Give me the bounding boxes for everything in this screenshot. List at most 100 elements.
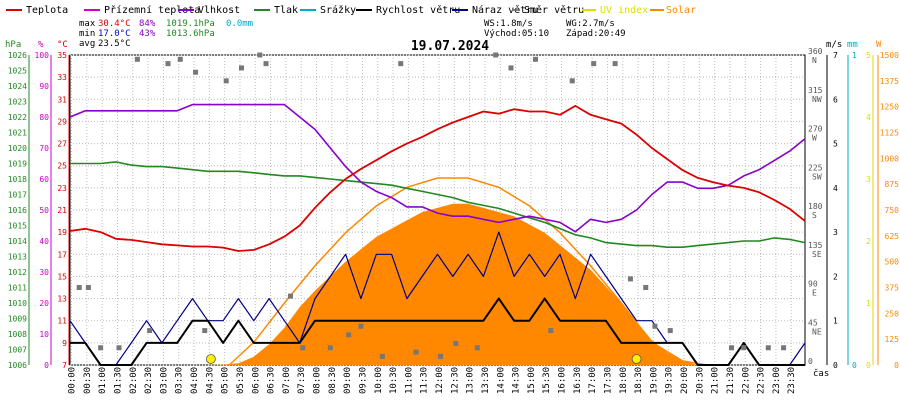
x-tick-label: 02:30 <box>144 367 154 394</box>
wind-direction-point <box>781 345 787 351</box>
series-layer <box>69 52 806 366</box>
stats-rain: 0.0mm <box>226 19 253 29</box>
tick-compass: NW <box>812 95 822 104</box>
wind-direction-point <box>202 328 208 334</box>
tick-celsius: 17 <box>57 250 67 259</box>
tick-wm2: 125 <box>885 335 900 344</box>
series-solar-theoretical <box>228 177 708 366</box>
tick-uv: 5 <box>866 51 871 60</box>
tick-hpa: 1020 <box>8 144 27 153</box>
legend-item-solar: Solar <box>650 5 696 16</box>
tick-wm2: 1500 <box>880 51 899 60</box>
unit-wm2: W <box>876 40 882 50</box>
tick-mm: 0 <box>852 361 857 370</box>
x-tick-label: 01:00 <box>98 367 108 394</box>
wind-direction-point <box>765 345 771 351</box>
x-tick-label: 15:30 <box>542 367 552 394</box>
tick-celsius: 9 <box>62 339 67 348</box>
wind-direction-point <box>612 61 618 67</box>
tick-hpa: 1011 <box>8 284 27 293</box>
tick-hpa: 1010 <box>8 299 27 308</box>
wind-direction-point <box>667 328 673 334</box>
tick-direction: 225 <box>808 163 823 172</box>
x-tick-label: 22:30 <box>757 367 767 394</box>
tick-direction: 315 <box>808 86 823 95</box>
tick-wm2: 1250 <box>880 103 899 112</box>
stats-block: max 30.4°C 84% 1019.1hPa 0.0mm min 17.0°… <box>79 19 626 49</box>
wind-direction-point <box>76 285 82 290</box>
series-temperature <box>69 105 806 252</box>
tick-celsius: 13 <box>57 295 67 304</box>
tick-wm2: 250 <box>885 309 900 318</box>
tick-percent: 60 <box>39 175 49 184</box>
tick-mm: 1 <box>852 51 857 60</box>
x-tick-label: 19:30 <box>665 367 675 394</box>
tick-celsius: 33 <box>57 73 67 82</box>
x-tick-label: 21:00 <box>711 367 721 394</box>
wind-direction-point <box>147 328 153 334</box>
wind-direction-point <box>548 328 554 334</box>
legend-item-prizemni-teplota: Přízemní teplota <box>84 4 200 16</box>
legend-label-vlhkost: Vlhkost <box>198 5 240 16</box>
x-tick-label: 05:30 <box>236 367 246 394</box>
x-tick-label: 20:00 <box>680 367 690 394</box>
tick-percent: 10 <box>39 330 49 339</box>
legend-item-vlhkost: Vlhkost <box>178 5 240 16</box>
unit-celsius: °C <box>57 40 68 50</box>
unit-mm: mm <box>847 40 858 50</box>
tick-compass: SW <box>812 172 822 181</box>
tick-celsius: 25 <box>57 162 67 171</box>
x-tick-label: 00:00 <box>68 367 78 394</box>
tick-wm2: 1000 <box>880 154 899 163</box>
legend-label-uv-index: UV index <box>600 5 648 16</box>
x-tick-label: 08:00 <box>313 367 323 394</box>
wind-direction-point <box>398 61 404 67</box>
tick-ms: 1 <box>833 317 838 326</box>
x-tick-label: 15:00 <box>527 367 537 394</box>
legend-item-srazky: Srážky <box>300 4 356 16</box>
unit-percent: % <box>38 40 44 50</box>
x-tick-label: 16:00 <box>558 367 568 394</box>
stats-min-label: min <box>79 29 95 39</box>
tick-percent: 70 <box>39 144 49 153</box>
x-tick-label: 02:00 <box>129 367 139 394</box>
stats-min-pressure: 1013.6hPa <box>166 29 215 39</box>
wind-direction-point <box>239 65 244 71</box>
x-axis-label: čas <box>813 368 829 379</box>
legend-item-tlak: Tlak <box>254 5 298 16</box>
tick-percent: 0 <box>44 361 49 370</box>
wind-direction-point <box>288 293 293 299</box>
legend-item-teplota: Teplota <box>6 5 68 16</box>
tick-percent: 50 <box>39 206 49 215</box>
x-tick-label: 10:00 <box>374 367 384 394</box>
uv-marker <box>631 354 642 364</box>
legend-item-uv-index: UV index <box>582 5 648 16</box>
x-tick-label: 00:30 <box>83 367 93 394</box>
stats-min-humidity: 43% <box>139 29 156 39</box>
x-tick-label: 17:00 <box>588 367 598 394</box>
wind-direction-point <box>643 285 649 290</box>
legend-label-prizemni-teplota: Přízemní teplota <box>104 4 200 16</box>
tick-wm2: 1375 <box>880 77 899 86</box>
legend-item-smer-vetru: Směr větru <box>512 4 584 16</box>
stats-min-temp: 17.0°C <box>98 29 131 39</box>
tick-compass: SE <box>812 250 822 259</box>
x-tick-label: 17:30 <box>603 367 613 394</box>
legend-label-teplota: Teplota <box>26 5 68 16</box>
wind-direction-point <box>652 323 658 329</box>
tick-direction: 360 <box>808 47 823 56</box>
x-tick-label: 14:30 <box>512 367 522 394</box>
legend-label-solar: Solar <box>666 5 696 16</box>
x-tick-label: 22:00 <box>741 367 751 394</box>
stats-max-temp: 30.4°C <box>98 19 131 29</box>
legend-item-rychlost-vetru: Rychlost větru <box>356 4 460 16</box>
wind-direction-point <box>346 332 352 338</box>
stats-sunrise: Východ:05:10 <box>484 29 549 39</box>
tick-compass: W <box>812 134 817 143</box>
series-solar-area <box>70 203 805 365</box>
tick-hpa: 1006 <box>8 361 27 370</box>
x-tick-label: 18:30 <box>634 367 644 394</box>
x-tick-label: 06:30 <box>267 367 277 394</box>
wind-direction-point <box>379 353 385 359</box>
